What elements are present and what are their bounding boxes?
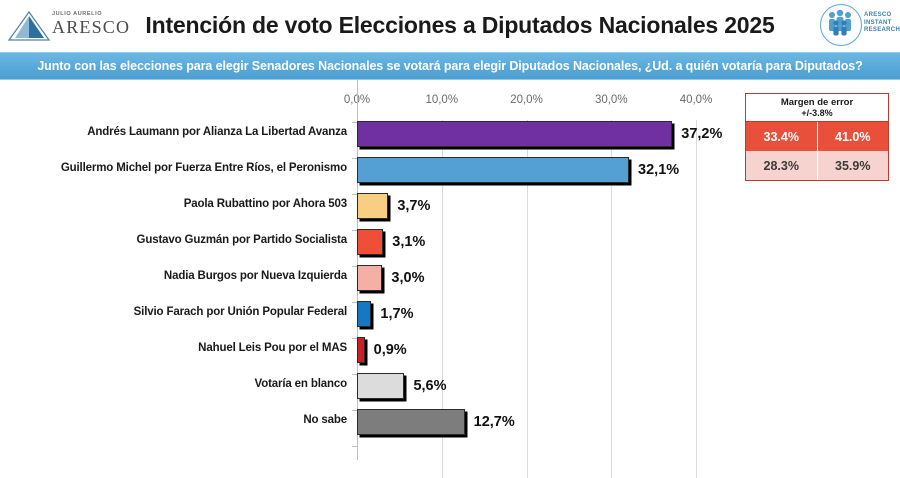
bar: [357, 121, 673, 147]
gridline: [441, 120, 443, 478]
y-axis-tick: [352, 410, 357, 411]
aresco-logo-text: ARESCO: [52, 17, 131, 37]
y-axis-tick: [352, 302, 357, 303]
bar: [357, 301, 372, 327]
moe-cell-high-2: 35.9%: [817, 151, 888, 180]
category-label: Paola Rubattino por Ahora 503: [183, 198, 347, 210]
chart-row: Nadia Burgos por Nueva Izquierda 3,0%: [0, 264, 900, 300]
category-label: Gustavo Guzmán por Partido Socialista: [136, 234, 348, 246]
gridline: [526, 120, 528, 478]
gridline: [696, 120, 697, 478]
category-label: Guillermo Michel por Fuerza Entre Ríos, …: [60, 162, 347, 174]
bar-value-label: 3,7%: [397, 198, 431, 214]
bar-value-label: 5,6%: [413, 378, 447, 394]
bar: [357, 337, 365, 363]
moe-cell-high-1: 41.0%: [817, 122, 888, 151]
logo-right-line1: ARESCO: [864, 12, 892, 18]
category-label: Nahuel Leis Pou por el MAS: [198, 342, 347, 354]
table-row: 33.4% 41.0%: [746, 122, 888, 151]
moe-cell-low-2: 28.3%: [746, 151, 818, 180]
chart-row: Andrés Laumann por Alianza La Libertad A…: [0, 120, 900, 156]
bar-value-label: 0,9%: [373, 342, 407, 358]
category-label: Silvio Farach por Unión Popular Federal: [133, 306, 347, 318]
chart-row: Votaría en blanco 5,6%: [0, 372, 900, 408]
logo-right-text: ARESCO INSTANT RESEARCH: [864, 12, 900, 35]
chart-row: Gustavo Guzmán por Partido Socialista 3,1…: [0, 228, 900, 264]
moe-cell-low-1: 33.4%: [746, 122, 818, 151]
y-axis-tick: [352, 446, 357, 447]
bar-value-label: 1,7%: [380, 306, 414, 322]
chart-row: No sabe 12,7%: [0, 408, 900, 444]
x-axis-labels: 0,0%10,0%20,0%30,0%40,0%: [0, 94, 900, 114]
gridline: [611, 120, 613, 478]
x-axis-tick-label: 40,0%: [679, 94, 713, 106]
aresco-logo: JULIO AURELIO ARESCO: [7, 5, 129, 45]
bar-value-label: 12,7%: [473, 414, 515, 430]
bar: [357, 193, 389, 219]
question-text: Junto con las elecciones para elegir Sen…: [37, 59, 863, 73]
margin-of-error-header: Margen de error +/-3.8%: [746, 94, 888, 122]
bar-chart: 0,0%10,0%20,0%30,0%40,0% Andrés Laumann …: [0, 80, 900, 478]
x-axis-tick-label: 20,0%: [510, 94, 543, 106]
table-row: 28.3% 35.9%: [746, 151, 888, 180]
y-axis-tick: [352, 338, 357, 339]
margin-of-error-table: Margen de error +/-3.8% 33.4% 41.0% 28.3…: [745, 93, 889, 181]
bar: [357, 409, 465, 435]
chart-row: Nahuel Leis Pou por el MAS 0,9%: [0, 336, 900, 372]
bar-value-label: 37,2%: [681, 126, 723, 142]
bar: [357, 373, 405, 399]
y-axis-tick: [352, 374, 357, 375]
chart-row: Silvio Farach por Unión Popular Federal 1…: [0, 300, 900, 336]
people-group-icon: [824, 8, 856, 45]
category-label: No sabe: [303, 414, 347, 426]
logo-right-line3: RESEARCH: [864, 27, 900, 33]
bar-value-label: 32,1%: [638, 162, 680, 178]
category-label: Votaría en blanco: [254, 378, 348, 390]
page-title: Intención de voto Elecciones a Diputados…: [145, 12, 775, 38]
bar-value-label: 3,0%: [391, 270, 425, 286]
chart-row: Guillermo Michel por Fuerza Entre Ríos, …: [0, 156, 900, 192]
y-axis-tick: [352, 230, 357, 231]
page-header: JULIO AURELIO ARESCO Intención de voto E…: [0, 0, 900, 50]
margin-of-error-title: Margen de error: [780, 97, 854, 108]
category-label: Andrés Laumann por Alianza La Libertad A…: [87, 126, 347, 138]
x-axis-tick-label: 30,0%: [594, 94, 628, 106]
y-axis-tick: [352, 194, 357, 195]
question-banner: Junto con las elecciones para elegir Sen…: [0, 52, 900, 80]
aresco-logo-subtext: JULIO AURELIO: [52, 11, 103, 17]
chart-row: Paola Rubattino por Ahora 503 3,7%: [0, 192, 900, 228]
aresco-instant-research-logo: ARESCO INSTANT RESEARCH: [818, 2, 900, 48]
category-label: Nadia Burgos por Nueva Izquierda: [163, 270, 347, 282]
margin-of-error-value: +/-3.8%: [801, 108, 833, 118]
aresco-triangle-icon: [7, 10, 51, 41]
y-axis-tick: [352, 266, 357, 267]
bar-value-label: 3,1%: [392, 234, 426, 250]
y-axis-tick: [352, 158, 357, 159]
bar: [357, 157, 630, 183]
y-axis-tick: [352, 122, 357, 123]
bar: [357, 265, 383, 291]
logo-right-line2: INSTANT: [864, 19, 892, 26]
x-axis-tick-label: 10,0%: [425, 94, 459, 106]
bar: [357, 229, 384, 255]
